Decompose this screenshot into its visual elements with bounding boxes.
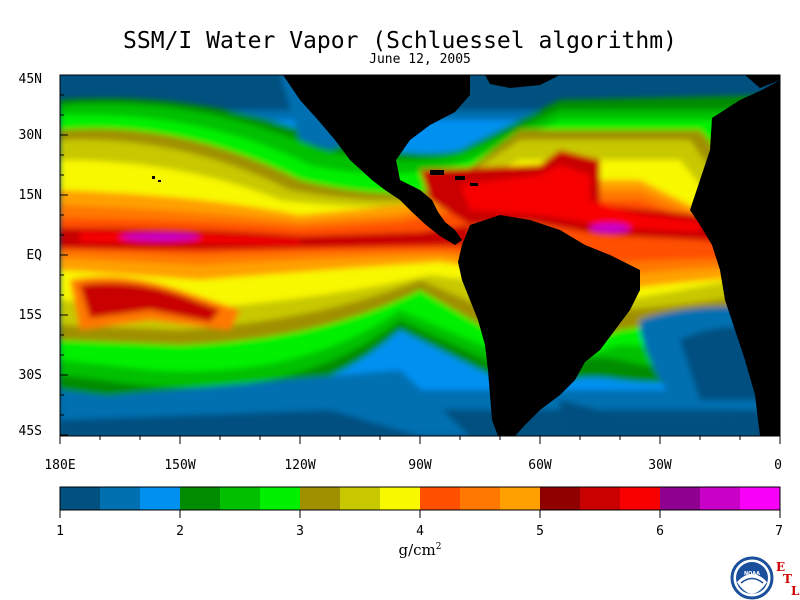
noaa-logo: NOAA [730,556,774,600]
etl-letter-e: E [776,560,786,574]
lat-label-eq: EQ [26,248,42,263]
lat-label-15s: 15S [18,308,42,323]
colorbar-swatch [420,487,461,510]
map-field [60,75,780,436]
unit-superscript: 2 [435,542,442,552]
etl-letter-t: T [783,572,792,586]
lon-label-30w: 30W [648,458,672,473]
colorbar-label-2: 2 [176,524,184,539]
lat-label-45s: 45S [18,424,42,439]
lat-label-30n: 30N [18,128,42,143]
colorbar-label-5: 5 [536,524,544,539]
colorbar-swatch [260,487,301,510]
colorbar-swatch [300,487,341,510]
lon-label-60w: 60W [528,458,552,473]
map-date: June 12, 2005 [369,52,471,67]
colorbar-swatch [700,487,741,510]
colorbar-unit-label: g/cm2 [380,541,460,559]
lon-label-150w: 150W [164,458,196,473]
colorbar-swatch [220,487,261,510]
colorbar-swatch [620,487,661,510]
land-masses [152,75,780,436]
colorbar-swatch [100,487,141,510]
colorbar-swatch [540,487,581,510]
lat-label-45n: 45N [18,72,42,87]
map-title: SSM/I Water Vapor (Schluessel algorithm) [123,28,677,54]
colorbar-swatch [60,487,101,510]
lon-label-0: 0 [774,458,782,473]
colorbar-swatch [580,487,621,510]
etl-letter-l: L [791,584,800,598]
colorbar [60,487,781,510]
colorbar-swatch [740,487,781,510]
colorbar-swatch [340,487,381,510]
colorbar-label-3: 3 [296,524,304,539]
lon-label-90w: 90W [408,458,432,473]
colorbar-swatch [500,487,541,510]
noaa-logo-text: NOAA [744,571,760,577]
colorbar-swatch [380,487,421,510]
colorbar-label-7: 7 [775,524,783,539]
colorbar-label-6: 6 [656,524,664,539]
lon-ticks [59,436,781,444]
unit-text: g/cm [398,541,436,559]
lat-label-15n: 15N [18,188,42,203]
colorbar-swatch [140,487,181,510]
colorbar-swatch [180,487,221,510]
lon-label-180e: 180E [44,458,76,473]
lat-ticks [60,74,68,436]
colorbar-swatch [660,487,701,510]
lon-label-120w: 120W [284,458,316,473]
colorbar-label-4: 4 [416,524,424,539]
colorbar-label-1: 1 [56,524,64,539]
colorbar-ticks [59,510,781,518]
colorbar-swatch [460,487,501,510]
lat-label-30s: 30S [18,368,42,383]
